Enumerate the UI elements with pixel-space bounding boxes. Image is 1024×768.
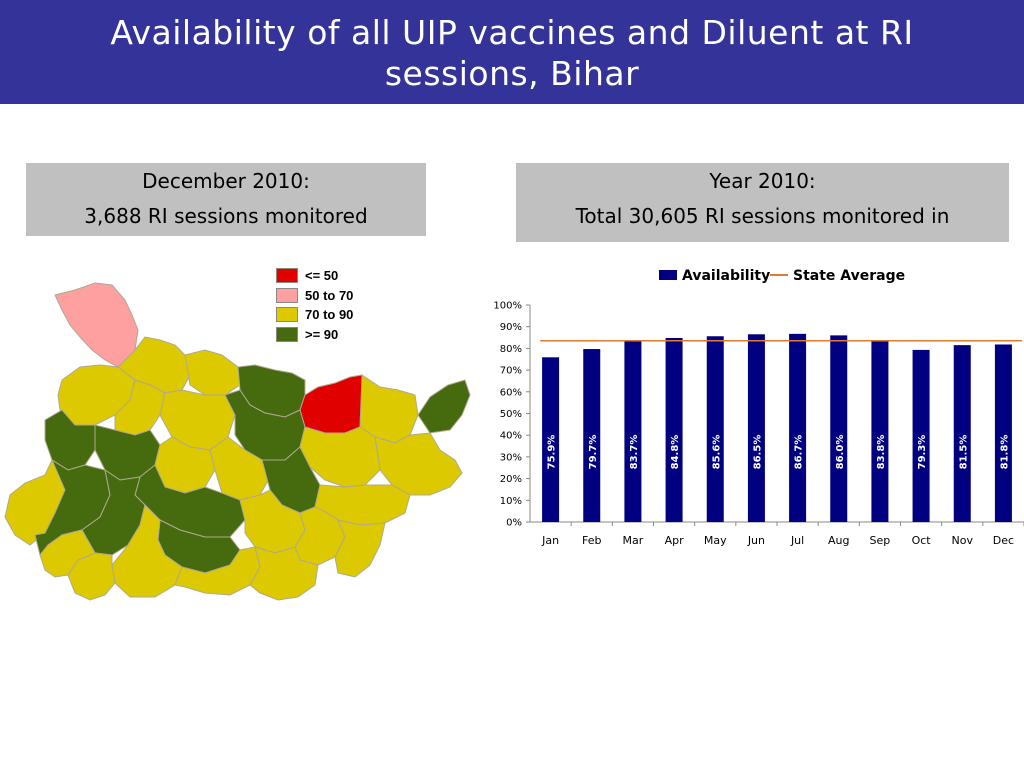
y-tick-label: 60% (500, 387, 522, 398)
x-tick-label: Jun (747, 534, 765, 547)
bar-jun (747, 334, 765, 522)
y-tick-label: 70% (500, 366, 522, 377)
chart-axes: 0% 10% 20% 30% 40% 50% 60% 70% 80% 90% 100% (493, 301, 1024, 529)
map-legend-item: <= 50 (276, 266, 353, 286)
x-tick-label: Apr (665, 534, 685, 547)
district-banka (334, 519, 386, 578)
bar-sep (871, 340, 889, 522)
y-tick-label: 20% (500, 474, 522, 485)
december-summary-text: 3,688 RI sessions monitored (84, 204, 368, 228)
y-tick-label: 30% (500, 452, 522, 463)
y-tick-label: 0% (506, 518, 522, 529)
data-label-jul: 86.7% (794, 435, 805, 470)
x-tick-label: Feb (582, 534, 601, 547)
x-tick-label: Jan (541, 534, 559, 547)
chart-bars (542, 333, 1012, 522)
district-jamui (249, 546, 319, 601)
map-legend: <= 50 50 to 70 70 to 90 >= 90 (276, 266, 353, 344)
district-sitamarhi (184, 349, 241, 396)
y-tick-label: 80% (500, 344, 522, 355)
bihar-map-svg (4, 282, 471, 601)
availability-chart: Availability State Average 0% 10% 20% 30% 40… (480, 255, 1024, 555)
map-legend-item: 50 to 70 (276, 286, 353, 306)
district-supaul-araria (299, 374, 363, 434)
december-summary-heading: December 2010: (142, 169, 310, 193)
map-regions (4, 282, 471, 601)
bar-nov (953, 345, 971, 522)
bar-aug (830, 335, 848, 522)
legend-availability-label: Availability (682, 268, 770, 284)
x-tick-label: Aug (828, 534, 849, 547)
y-tick-label: 10% (500, 496, 522, 507)
data-label-feb: 79.7% (588, 435, 599, 470)
district-samastipur (209, 436, 271, 501)
slide-title-line1: Availability of all UIP vaccines and Dil… (110, 13, 914, 52)
y-tick-label: 40% (500, 431, 522, 442)
data-label-mar: 83.7% (629, 435, 640, 470)
bar-feb (583, 349, 601, 522)
data-label-apr: 84.8% (670, 435, 681, 470)
bar-dec (994, 344, 1012, 522)
year-summary-box: Year 2010: Total 30,605 RI sessions moni… (516, 163, 1009, 242)
legend-swatch-green (276, 326, 298, 342)
map-legend-label: 70 to 90 (305, 307, 354, 323)
bar-jan (542, 357, 560, 522)
map-legend-label: 50 to 70 (305, 287, 354, 303)
x-tick-label: May (704, 534, 727, 547)
x-tick-label: Oct (912, 534, 932, 547)
bar-oct (912, 349, 930, 522)
district-buxar (44, 409, 96, 471)
y-tick-label: 50% (500, 409, 522, 420)
y-tick-label: 100% (493, 301, 522, 312)
district-west-champaran (54, 282, 139, 368)
data-label-aug: 86.0% (835, 435, 846, 470)
x-tick-label: Jul (790, 534, 804, 547)
x-tick-label: Dec (993, 534, 1014, 547)
year-summary-text: Total 30,605 RI sessions monitored in (575, 204, 950, 228)
year-summary-heading: Year 2010: (709, 169, 816, 193)
y-tick-label: 90% (500, 322, 522, 333)
title-bar: Availability of all UIP vaccines and Dil… (0, 0, 1024, 104)
data-label-may: 85.6% (711, 435, 722, 470)
x-tick-label: Mar (623, 534, 644, 547)
map-legend-label: <= 50 (305, 268, 339, 284)
bar-may (706, 336, 724, 522)
chart-legend: Availability State Average (659, 268, 905, 284)
slide-title: Availability of all UIP vaccines and Dil… (0, 0, 1024, 94)
legend-swatch-yellow (276, 307, 298, 323)
map-legend-item: 70 to 90 (276, 305, 353, 325)
bar-apr (665, 337, 683, 522)
legend-availability-swatch (659, 270, 677, 280)
data-label-nov: 81.5% (958, 435, 969, 470)
legend-swatch-pink (276, 287, 298, 303)
x-tick-label: Sep (870, 534, 891, 547)
december-summary-box: December 2010: 3,688 RI sessions monitor… (26, 163, 426, 236)
map-legend-item: >= 90 (276, 325, 353, 345)
slide-title-line2: sessions, Bihar (384, 54, 640, 93)
data-label-jan: 75.9% (547, 435, 558, 470)
map-legend-label: >= 90 (305, 326, 339, 342)
district-east (417, 379, 471, 434)
data-label-oct: 79.3% (917, 435, 928, 470)
chart-data-labels: 75.9% 79.7% 83.7% 84.8% 85.6% 86.5% 86.7% 86.0%… (547, 435, 1011, 470)
legend-swatch-red (276, 268, 298, 284)
chart-category-labels: Jan Feb Mar Apr May Jun Jul Aug Sep Oct Nov Dec (541, 534, 1014, 547)
bar-mar (624, 340, 642, 522)
legend-state-average-label: State Average (793, 268, 905, 284)
data-label-sep: 83.8% (876, 435, 887, 470)
bar-jul (789, 333, 807, 522)
bihar-district-map (0, 255, 480, 615)
data-label-jun: 86.5% (752, 435, 763, 470)
district-sw-bottom (39, 529, 96, 578)
availability-chart-svg: Availability State Average 0% 10% 20% 30% 40… (493, 268, 1024, 547)
data-label-dec: 81.8% (999, 435, 1010, 470)
x-tick-label: Nov (952, 534, 974, 547)
